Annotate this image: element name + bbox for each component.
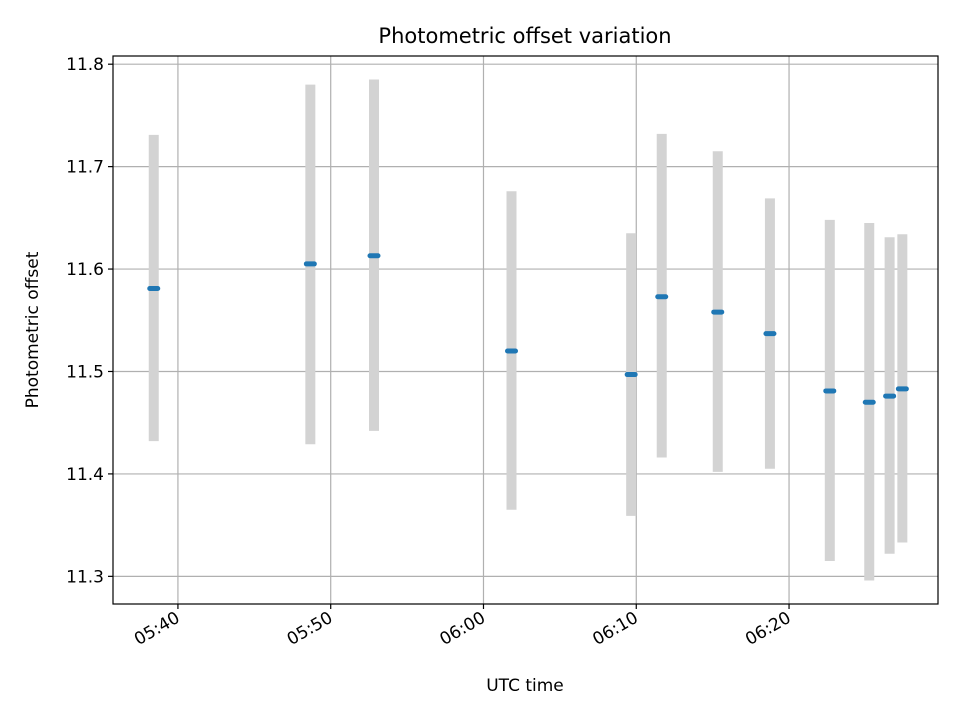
data-points (147, 253, 909, 405)
chart-title: Photometric offset variation (378, 24, 671, 48)
x-tick-label: 06:00 (437, 608, 489, 650)
grid (113, 56, 938, 604)
y-tick-label: 11.4 (66, 465, 104, 485)
x-tick-label: 05:50 (284, 608, 336, 650)
error-bars (148, 79, 908, 581)
x-tick-label: 06:10 (589, 608, 641, 650)
y-axis-label: Photometric offset (23, 251, 43, 408)
y-tick-label: 11.8 (66, 55, 104, 75)
y-axis-ticks: 11.3 11.4 11.5 11.6 11.7 11.8 (66, 55, 113, 587)
y-tick-label: 11.7 (66, 158, 104, 178)
x-tick-label: 06:20 (742, 608, 794, 650)
y-tick-label: 11.5 (66, 362, 104, 382)
y-tick-label: 11.3 (66, 567, 104, 587)
x-axis-ticks: 05:40 05:50 06:00 06:10 06:20 (131, 604, 795, 650)
x-tick-label: 05:40 (131, 608, 183, 650)
plot-frame (112, 55, 939, 605)
x-axis-label: UTC time (486, 676, 564, 696)
y-tick-label: 11.6 (66, 260, 104, 280)
